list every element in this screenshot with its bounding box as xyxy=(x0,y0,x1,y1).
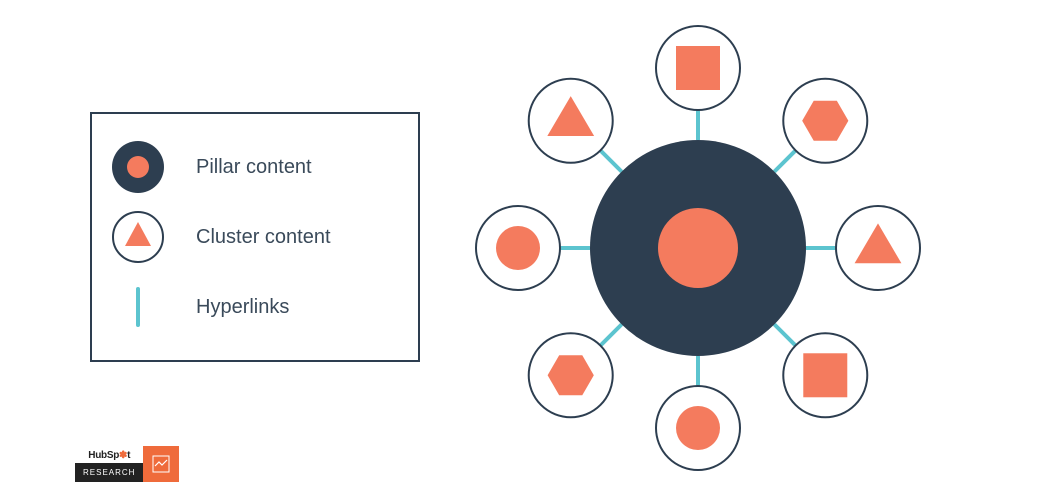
hubspot-logo: HubSp✽t xyxy=(88,450,130,461)
legend-label-pillar: Pillar content xyxy=(196,156,312,179)
brand-badge: HubSp✽t RESEARCH xyxy=(75,446,179,482)
cluster-node-1 xyxy=(783,79,867,163)
topic-cluster-diagram xyxy=(472,22,924,474)
cluster-node-6 xyxy=(476,206,560,290)
cluster-node-0 xyxy=(656,26,740,110)
brand-suffix: t xyxy=(127,450,130,461)
brand-square-icon xyxy=(143,446,179,482)
hyperlink-spoke xyxy=(600,324,621,345)
hyperlink-spoke xyxy=(774,324,795,345)
cluster-node-7 xyxy=(529,79,613,163)
pillar-center xyxy=(590,140,806,356)
brand-prefix: HubSp xyxy=(88,450,119,461)
brand-left: HubSp✽t RESEARCH xyxy=(75,450,143,482)
cluster-icon xyxy=(110,209,166,265)
cluster-node-3 xyxy=(783,333,867,417)
legend-label-cluster: Cluster content xyxy=(196,226,331,249)
sprocket-icon: ✽ xyxy=(119,450,127,461)
legend-row-pillar: Pillar content xyxy=(110,139,400,195)
cluster-node-2 xyxy=(836,206,920,290)
cluster-node-5 xyxy=(529,333,613,417)
legend-box: Pillar content Cluster content Hyperlink… xyxy=(90,112,420,362)
brand-research-label: RESEARCH xyxy=(75,463,143,482)
legend-row-cluster: Cluster content xyxy=(110,209,400,265)
legend-row-hyperlinks: Hyperlinks xyxy=(110,279,400,335)
legend-label-hyperlinks: Hyperlinks xyxy=(196,296,289,319)
cluster-node-4 xyxy=(656,386,740,470)
pillar-icon xyxy=(110,139,166,195)
hyperlink-spoke xyxy=(774,150,795,171)
hyperlink-spoke xyxy=(600,150,621,171)
hyperlink-icon xyxy=(110,279,166,335)
